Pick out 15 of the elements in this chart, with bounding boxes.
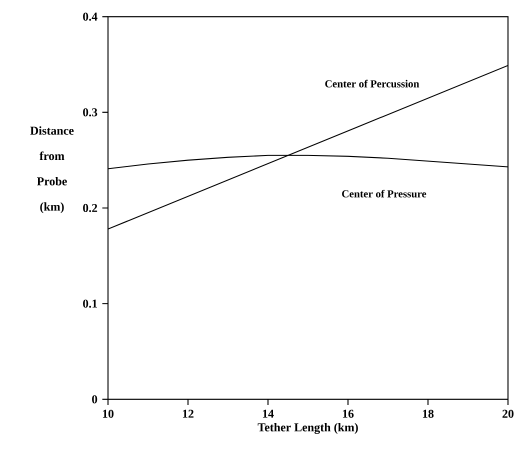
x-tick-label: 10 — [102, 410, 114, 418]
text: Center of Pressure — [342, 190, 426, 198]
x-tick-label: 14 — [262, 410, 274, 418]
y-tick-label: 0 — [92, 395, 98, 404]
x-tick-label: 20 — [502, 410, 514, 418]
y-tick-label: 0.1 — [83, 300, 97, 308]
y-tick-label: 0.4 — [83, 12, 98, 21]
x-tick-label: 18 — [422, 410, 434, 418]
y-tick-label: 0.3 — [83, 108, 98, 116]
x-tick-label: 16 — [342, 410, 354, 418]
y-tick-label: 0.2 — [83, 204, 98, 212]
text: Distance from Probe (km) — [30, 126, 74, 214]
series-label: Center of Percussion — [325, 80, 420, 88]
x-axis-title: Tether Length (km) — [258, 422, 358, 434]
x-tick-label: 12 — [182, 410, 194, 418]
